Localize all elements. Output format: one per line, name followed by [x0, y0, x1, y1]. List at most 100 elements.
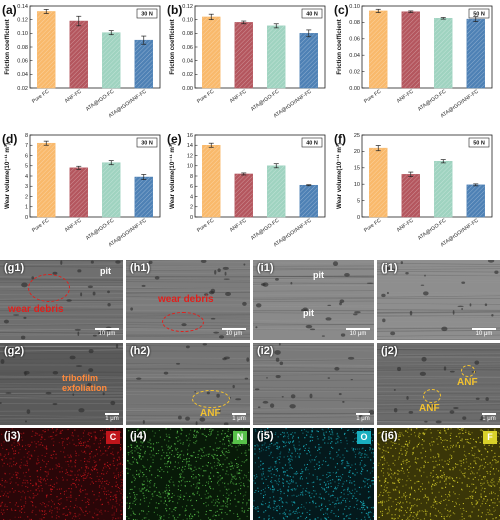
scale-bar: 1 μm	[356, 413, 370, 422]
y-tick-label: 0.06	[182, 45, 193, 51]
y-tick-label: 0.06	[349, 37, 360, 43]
bar	[102, 32, 121, 89]
category-label: Pure FC	[196, 218, 215, 234]
element-tag: O	[357, 431, 371, 444]
scale-bar: 10 μm	[222, 328, 246, 337]
chart-panel-f: (f) 0 5 10 15 20 25 Wear volume(10⁻¹¹ m³) 50 N Pu…	[334, 132, 493, 248]
y-tick-label: 0.12	[17, 17, 28, 23]
y-axis-label: Wear volume(10⁻¹¹ m³)	[336, 143, 343, 209]
bar	[37, 142, 56, 218]
scale-bar: 1 μm	[232, 413, 246, 422]
y-tick-label: 7	[25, 143, 28, 149]
wear-debris-label: wear debris	[158, 294, 214, 305]
texture	[126, 343, 250, 425]
micrograph-i2: (i2) 1 μm	[253, 343, 374, 425]
texture	[126, 260, 250, 340]
bar	[69, 167, 88, 218]
panel-label: (f)	[334, 132, 346, 146]
y-tick-label: 4	[190, 194, 193, 200]
panel-label: (j3)	[4, 430, 21, 442]
load-box	[468, 137, 490, 148]
bar	[369, 10, 388, 89]
load-box	[301, 137, 323, 148]
y-tick-label: 8	[190, 174, 193, 180]
y-tick-label: 8	[25, 133, 28, 139]
pit-label: pit	[303, 308, 314, 318]
load-label: 30 N	[141, 12, 153, 18]
category-label: ATA@rGO-FC	[85, 218, 116, 242]
category-label: ANF-FC	[396, 218, 415, 234]
y-tick-label: 2	[190, 205, 193, 211]
y-tick-label: 25	[354, 133, 360, 139]
bar	[37, 11, 56, 89]
chart-panel-e: (e) 0 2 4 6 8 10 12 14 16 Wear volume(10⁻¹¹ m³) 40 …	[167, 132, 326, 248]
panel-label: (c)	[334, 3, 349, 17]
eds-map-f: (j6) F	[377, 428, 500, 520]
category-label: Pure FC	[196, 89, 215, 105]
y-tick-label: 0.04	[182, 58, 193, 64]
category-label: ATA@rGO-FC	[250, 89, 281, 113]
category-label: ATA@rGO-FC	[85, 89, 116, 113]
y-tick-label: 0.02	[182, 72, 193, 78]
load-label: 40 N	[306, 12, 318, 18]
element-tag: F	[483, 431, 497, 444]
load-box	[136, 8, 158, 19]
y-tick-label: 0.04	[17, 72, 28, 78]
bar	[134, 39, 153, 89]
y-tick-label: 6	[190, 184, 193, 190]
plot-frame	[361, 5, 493, 89]
bar	[434, 18, 453, 89]
debris-ellipse	[28, 274, 70, 302]
y-tick-label: 2	[25, 194, 28, 200]
chart-panel-b: (b) 0.00 0.02 0.04 0.06 0.08 0.10 0.12 Friction …	[167, 3, 326, 119]
scale-bar: 10 μm	[472, 328, 496, 337]
y-tick-label: 14	[187, 143, 193, 149]
y-tick-label: 0.12	[182, 4, 193, 10]
y-tick-label: 0.02	[349, 69, 360, 75]
bar	[134, 176, 153, 218]
micrograph-j2: (j2) ANF ANF 1 μm	[377, 343, 500, 425]
bar	[69, 20, 88, 89]
y-tick-label: 5	[357, 198, 360, 204]
panel-label: (h1)	[130, 262, 151, 274]
bar	[102, 162, 121, 218]
y-tick-label: 0	[357, 215, 360, 221]
bar-charts: (a) 0.02 0.04 0.06 0.08 0.10 0.12 0.14 Friction …	[2, 3, 493, 248]
panel-label: (a)	[2, 3, 17, 17]
bar	[369, 147, 388, 218]
eds-map-c: (j3) C	[0, 428, 123, 520]
y-tick-label: 0.08	[349, 20, 360, 26]
y-tick-label: 20	[354, 149, 360, 155]
category-label: ATA@rGO-FC	[250, 218, 281, 242]
y-tick-label: 5	[25, 164, 28, 170]
texture	[377, 343, 500, 425]
y-tick-label: 10	[187, 164, 193, 170]
texture	[126, 428, 250, 520]
panel-label: (i2)	[257, 345, 274, 357]
bar	[202, 145, 221, 218]
y-tick-label: 15	[354, 166, 360, 172]
micrograph-h2: (h2) ANF 1 μm	[126, 343, 250, 425]
panel-label: (j1)	[381, 262, 398, 274]
panel-label: (b)	[167, 3, 182, 17]
bar	[401, 11, 420, 89]
texture	[377, 428, 500, 520]
texture	[0, 428, 123, 520]
panel-label: (i1)	[257, 262, 274, 274]
y-axis-label: Friction coefficient	[336, 19, 343, 74]
y-axis-label: Friction coefficient	[4, 19, 11, 74]
panel-label: (j5)	[257, 430, 274, 442]
load-box	[468, 8, 490, 19]
y-tick-label: 10	[354, 182, 360, 188]
y-tick-label: 0.10	[17, 31, 28, 37]
panel-label: (j2)	[381, 345, 398, 357]
category-label: ATA@rGO-FC	[417, 218, 448, 242]
panel-label: (j4)	[130, 430, 147, 442]
category-label: ANF-FC	[64, 89, 83, 105]
bar	[202, 16, 221, 89]
panel-label: (g1)	[4, 262, 25, 274]
eds-map-o: (j5) O	[253, 428, 374, 520]
bar	[299, 33, 318, 89]
chart-panel-a: (a) 0.02 0.04 0.06 0.08 0.10 0.12 0.14 Friction …	[2, 3, 161, 119]
